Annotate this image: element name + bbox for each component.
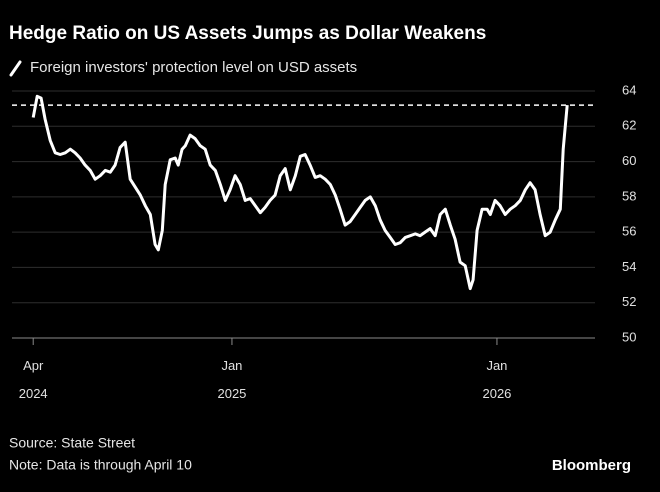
y-tick-label: 54 — [622, 259, 636, 274]
brand: Bloomberg — [552, 457, 631, 474]
y-tick-label: 64 — [622, 82, 636, 97]
note: Note: Data is through April 10 — [9, 457, 192, 473]
y-tick-label: 50 — [622, 329, 636, 344]
y-tick-label: 56 — [622, 224, 636, 239]
source: Source: State Street — [9, 435, 135, 451]
y-tick-label: 52 — [622, 294, 636, 309]
y-tick-label: 58 — [622, 188, 636, 203]
x-tick-label: Apr 2024 — [19, 358, 48, 401]
x-tick-label: Jan 2026 — [482, 358, 511, 401]
x-tick-label: Jan 2025 — [217, 358, 246, 401]
line — [31, 94, 569, 291]
y-tick-label: 62 — [622, 118, 636, 133]
legend-swatch — [9, 60, 22, 77]
y-tick-label: 60 — [622, 153, 636, 168]
legend-label: Foreign investors' protection level on U… — [30, 59, 357, 76]
chart-title: Hedge Ratio on US Assets Jumps as Dollar… — [9, 23, 486, 44]
